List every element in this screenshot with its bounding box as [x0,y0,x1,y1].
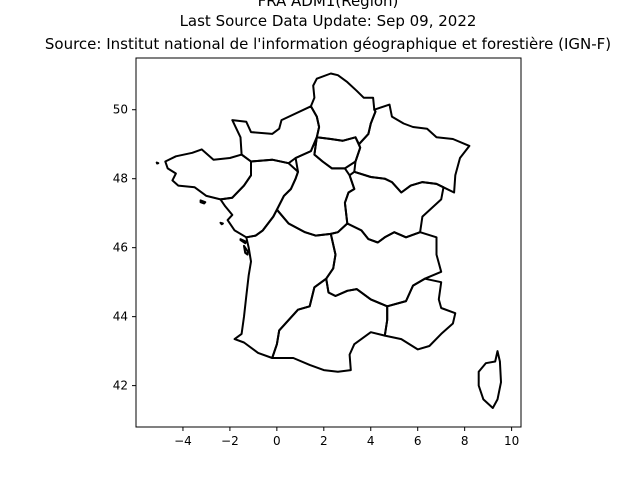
region-normandie [231,105,321,165]
x-tick-label: 10 [504,434,519,448]
island-le-de-r [239,238,248,245]
region-pays-de-la-loire [219,158,299,239]
y-axis: 42 44 46 48 50 [113,103,136,393]
island-le-d-ol-ron [243,244,249,256]
x-tick-label: 4 [367,434,375,448]
y-tick-label: 48 [113,172,128,186]
title-line: FRA ADM1(Region) [258,0,399,10]
island-belle-le [199,199,207,205]
title: FRA ADM1(Region) Last Source Data Update… [45,0,611,53]
title-line: Source: Institut national de l'informati… [45,35,611,53]
x-axis: −4 −2 0 2 4 6 8 10 [174,427,519,448]
y-tick-label: 42 [113,379,128,393]
region-provence-alpes-c-te-d-azur [383,277,457,351]
region-grand-est [353,103,471,194]
island-le-d-yeu [219,221,224,226]
x-tick-label: 6 [414,434,422,448]
region-le-de-france [313,136,362,170]
x-tick-label: 8 [461,434,469,448]
x-tick-label: −4 [174,434,192,448]
region-corse [477,350,502,409]
y-tick-label: 46 [113,241,128,255]
island-ouessant [155,161,160,165]
axes-frame [135,57,522,428]
region-auvergne-rh-ne-alpes [325,222,443,308]
region-hauts-de-france [309,72,377,146]
y-tick-label: 50 [113,103,128,117]
x-tick-label: 2 [320,434,328,448]
x-tick-label: 0 [273,434,281,448]
y-tick-label: 44 [113,310,128,324]
title-line: Last Source Data Update: Sep 09, 2022 [180,12,477,30]
regions-layer [155,72,502,409]
x-tick-label: −2 [221,434,239,448]
region-occitanie [271,277,389,373]
